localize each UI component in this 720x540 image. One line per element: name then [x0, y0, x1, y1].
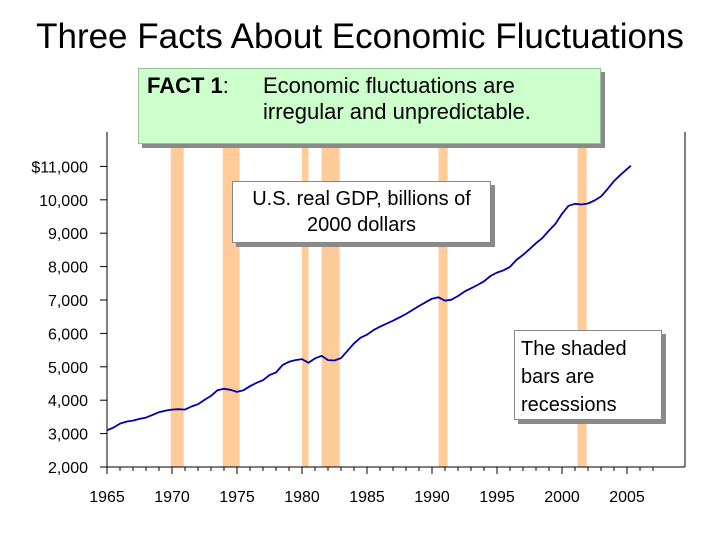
x-tick-label: 1990: [414, 489, 450, 506]
x-tick-label: 1985: [349, 489, 385, 506]
x-tick-label: 2000: [544, 489, 580, 506]
x-tick-label: 1995: [479, 489, 515, 506]
y-tick-label: 4,000: [48, 393, 88, 410]
fact-separator: :: [222, 73, 229, 98]
fact-text: Economic fluctuations are irregular and …: [263, 73, 531, 124]
gdp-series: [106, 165, 632, 432]
y-tick-label: 9,000: [48, 226, 88, 243]
recession-bar-1: [170, 132, 184, 467]
y-tick-label: 3,000: [48, 427, 88, 444]
x-tick-label: 1965: [89, 489, 125, 506]
y-tick-label: 5,000: [48, 360, 88, 377]
gdp-line-1: [106, 165, 632, 432]
fact-box: FACT 1: Economic fluctuations are irregu…: [138, 68, 601, 144]
y-tick-label: 2,000: [48, 460, 88, 477]
x-axis-ticks: 1965 1970 1975 1980 1985 1990 1995 2000 2005: [89, 467, 654, 506]
recession-bar-6: [577, 132, 587, 467]
recession-note: The shaded bars are recessions: [514, 330, 662, 420]
x-tick-label: 1975: [219, 489, 255, 506]
recession-bar-3: [302, 132, 309, 467]
x-tick-label: 1980: [284, 489, 320, 506]
y-axis-ticks: $11,000 10,000 9,000 8,000 7,000 6,000 5,000 4,…: [31, 159, 107, 477]
x-tick-label: 1970: [154, 489, 190, 506]
slide-title: Three Facts About Economic Fluctuations: [36, 17, 684, 56]
y-tick-label: 8,000: [48, 260, 88, 277]
y-tick-label: 7,000: [48, 293, 88, 310]
fact-label: FACT 1:: [147, 73, 229, 99]
y-tick-label: $11,000: [31, 159, 88, 176]
fact-number: FACT 1: [147, 73, 223, 98]
y-tick-label: 10,000: [39, 193, 88, 210]
gdp-callout: U.S. real GDP, billions of 2000 dollars: [232, 181, 491, 243]
y-tick-label: 6,000: [48, 326, 88, 343]
x-tick-label: 2005: [609, 489, 645, 506]
